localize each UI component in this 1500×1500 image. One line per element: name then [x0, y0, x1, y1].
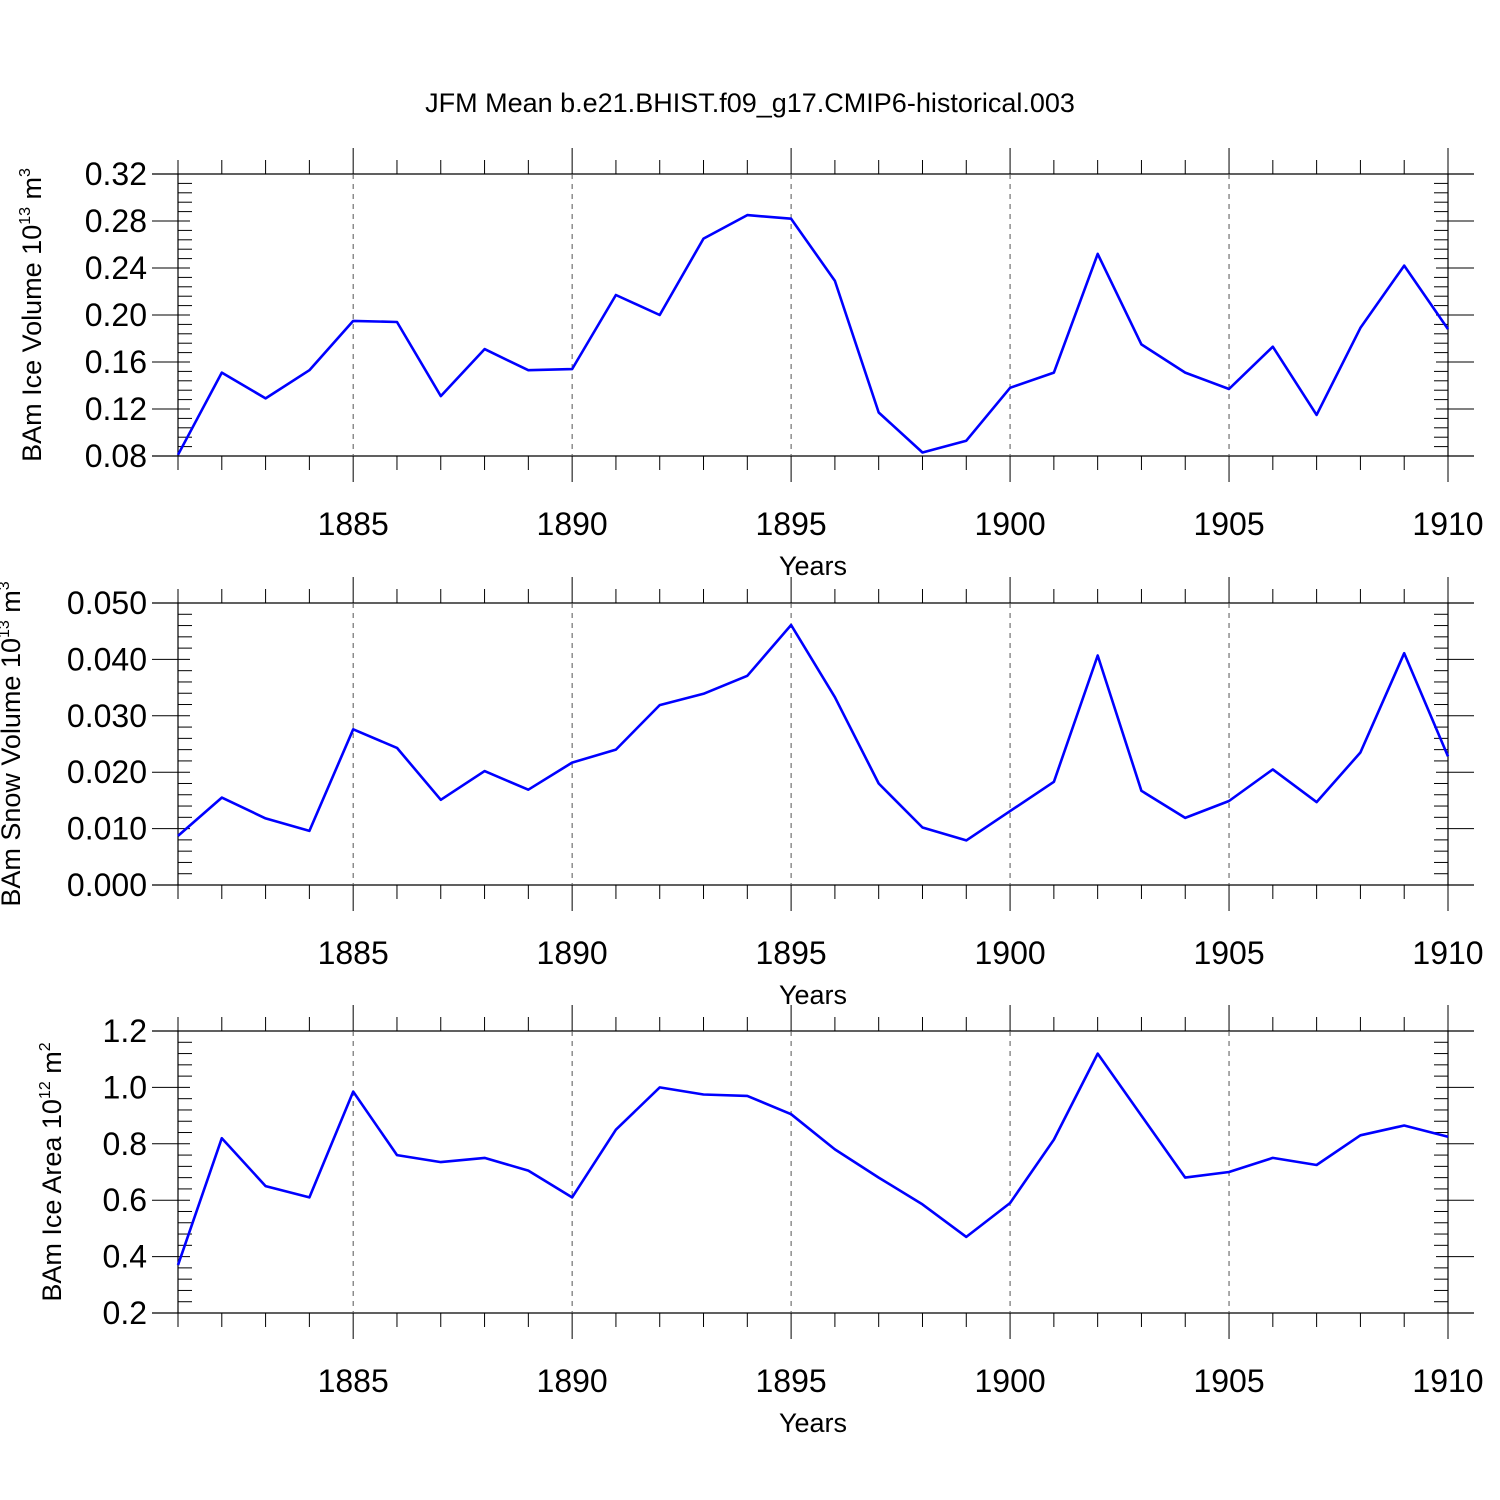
x-tick-label: 1910 [1412, 1363, 1483, 1399]
y-tick-label: 1.2 [103, 1013, 147, 1049]
ylabel-unit-exponent: 3 [17, 168, 34, 177]
figure-title: JFM Mean b.e21.BHIST.f09_g17.CMIP6-histo… [425, 88, 1075, 118]
x-tick-label: 1890 [537, 1363, 608, 1399]
y-tick-label: 0.24 [85, 250, 147, 286]
x-axis-label: Years [779, 551, 847, 581]
x-tick-label: 1900 [974, 506, 1045, 542]
x-tick-label: 1890 [537, 935, 608, 971]
ylabel-prefix: BAm Ice Area 10 [37, 1099, 67, 1302]
y-tick-label: 0.050 [67, 585, 147, 621]
x-tick-label: 1895 [756, 506, 827, 542]
y-tick-label: 0.2 [103, 1295, 147, 1331]
x-tick-label: 1900 [974, 935, 1045, 971]
ylabel-unit: m [37, 1051, 67, 1081]
ylabel-unit-exponent: 3 [0, 581, 13, 590]
y-tick-label: 0.000 [67, 867, 147, 903]
y-tick-label: 1.0 [103, 1069, 147, 1105]
x-tick-label: 1910 [1412, 935, 1483, 971]
x-tick-label: 1895 [756, 935, 827, 971]
ylabel-exponent: 12 [37, 1081, 54, 1099]
x-axis-label: Years [779, 1408, 847, 1438]
ylabel-prefix: BAm Snow Volume 10 [0, 638, 26, 907]
y-tick-label: 0.32 [85, 156, 147, 192]
x-tick-label: 1895 [756, 1363, 827, 1399]
y-tick-label: 0.16 [85, 344, 147, 380]
series-line [177, 623, 1450, 842]
y-tick-label: 0.8 [103, 1126, 147, 1162]
series-line [176, 1052, 1449, 1266]
ylabel-unit-exponent: 2 [37, 1042, 54, 1051]
ylabel-exponent: 13 [0, 620, 13, 638]
x-tick-label: 1890 [537, 506, 608, 542]
y-tick-label: 0.6 [103, 1182, 147, 1218]
x-tick-label: 1905 [1193, 506, 1264, 542]
ylabel-unit: m [0, 590, 26, 620]
panel-ice-area: BAm Ice Area 1012 m2 Years 1885 1890 1895 1… [37, 1005, 1484, 1438]
ylabel-prefix: BAm Ice Volume 10 [17, 225, 47, 462]
y-tick-label: 0.08 [85, 438, 147, 474]
ylabel-exponent: 13 [17, 207, 34, 225]
y-tick-label: 0.010 [67, 811, 147, 847]
x-tick-label: 1885 [318, 506, 389, 542]
y-tick-label: 0.12 [85, 391, 147, 427]
y-tick-label: 0.4 [103, 1239, 147, 1275]
y-tick-label: 0.040 [67, 641, 147, 677]
x-tick-label: 1905 [1193, 1363, 1264, 1399]
x-tick-label: 1885 [318, 935, 389, 971]
y-tick-label: 0.20 [85, 297, 147, 333]
panel-ice-volume: BAm Ice Volume 1013 m3 Years 1885 1890 189… [17, 148, 1484, 581]
x-tick-label: 1900 [974, 1363, 1045, 1399]
series-line [176, 213, 1450, 456]
y-axis-label: BAm Snow Volume 1013 m3 [0, 581, 26, 906]
y-tick-label: 0.28 [85, 203, 147, 239]
panel-snow-volume: BAm Snow Volume 1013 m3 Years 1885 1890 18… [0, 577, 1484, 1010]
y-axis-label: BAm Ice Area 1012 m2 [37, 1042, 67, 1301]
x-tick-label: 1910 [1412, 506, 1483, 542]
ylabel-unit: m [17, 177, 47, 207]
x-axis-label: Years [779, 980, 847, 1010]
y-tick-label: 0.020 [67, 754, 147, 790]
y-tick-label: 0.030 [67, 698, 147, 734]
x-tick-label: 1905 [1193, 935, 1264, 971]
y-axis-label: BAm Ice Volume 1013 m3 [17, 168, 47, 462]
x-tick-label: 1885 [318, 1363, 389, 1399]
